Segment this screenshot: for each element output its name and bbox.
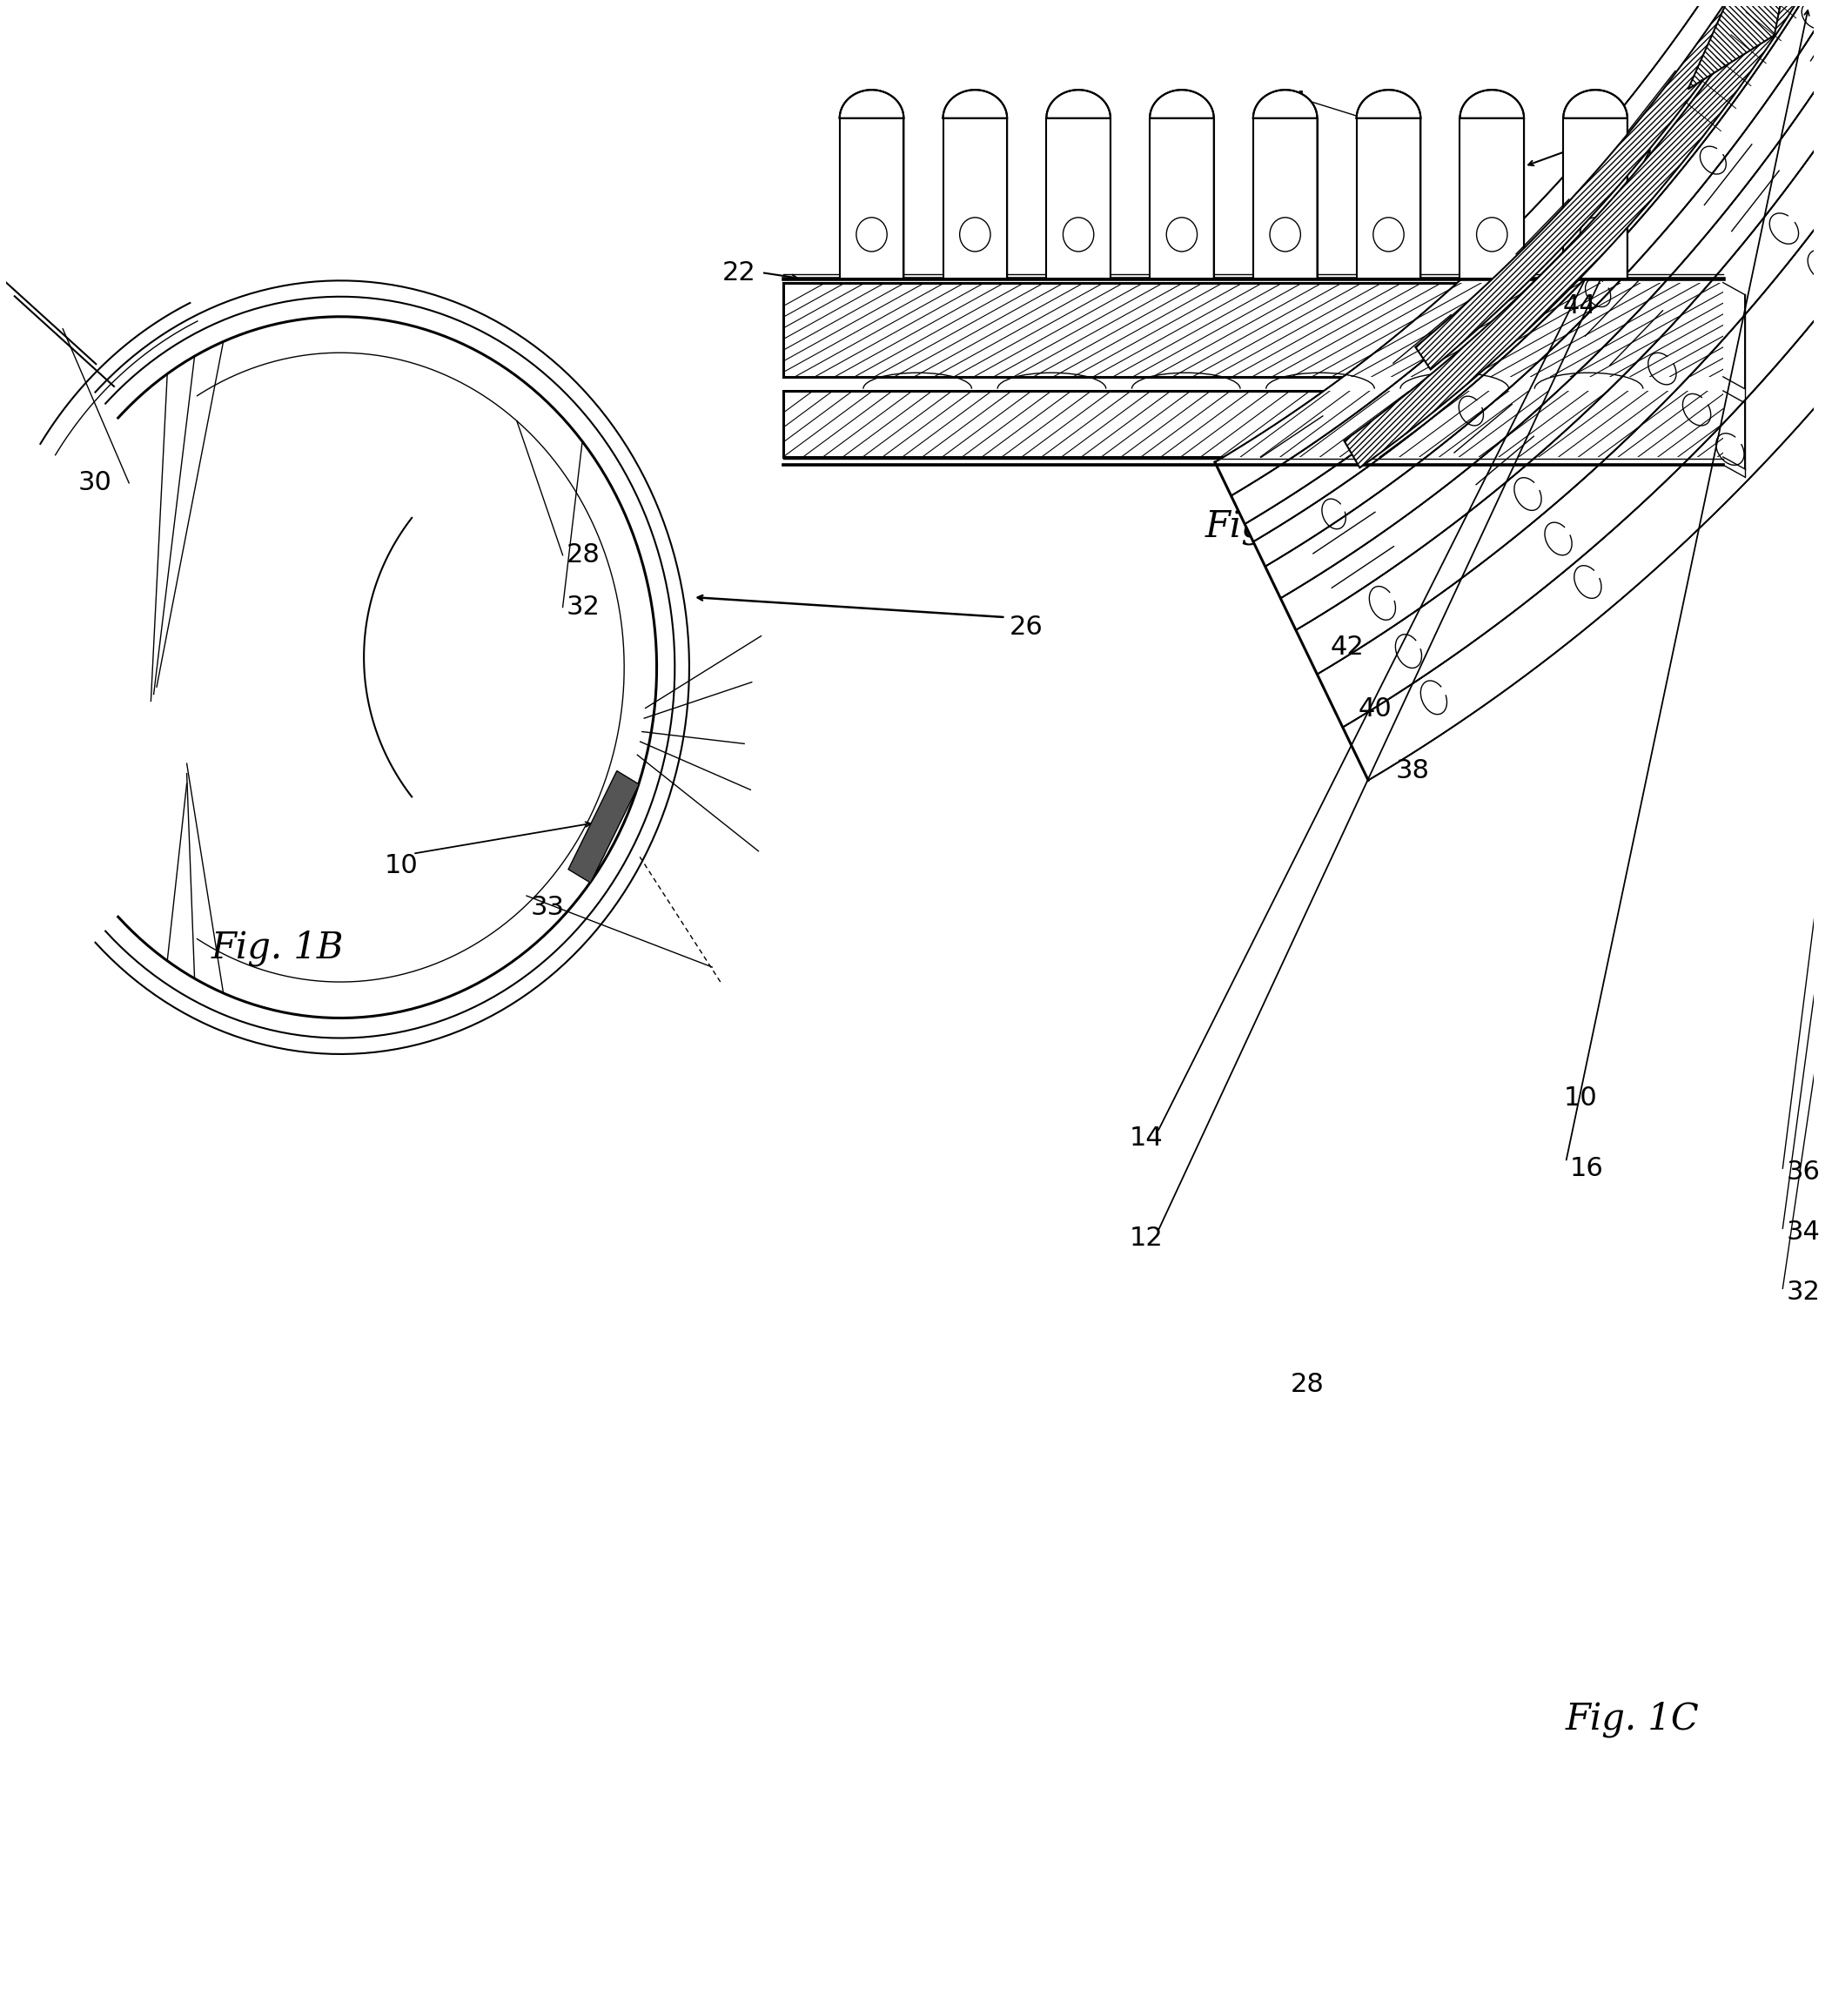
Polygon shape [839, 91, 903, 278]
Ellipse shape [1477, 218, 1508, 252]
Polygon shape [1356, 91, 1420, 278]
Polygon shape [1295, 0, 1832, 673]
Text: 20: 20 [1746, 395, 1781, 419]
Polygon shape [1150, 91, 1215, 278]
Text: 14: 14 [1737, 153, 1772, 179]
Text: 42: 42 [1330, 635, 1365, 659]
Text: 10: 10 [385, 853, 418, 879]
Text: 12: 12 [1129, 1226, 1163, 1252]
Ellipse shape [1579, 218, 1610, 252]
Polygon shape [1317, 0, 1832, 728]
Text: Fig. 1B: Fig. 1B [211, 929, 344, 966]
Bar [784, 282, 1724, 377]
Polygon shape [1231, 0, 1832, 524]
Bar [784, 391, 1724, 458]
Polygon shape [1345, 0, 1832, 468]
Polygon shape [568, 770, 639, 883]
Text: 28: 28 [1290, 1373, 1325, 1397]
Text: 44: 44 [1563, 292, 1596, 319]
Text: 24: 24 [1273, 89, 1308, 115]
Text: 28: 28 [566, 542, 601, 569]
Text: 10: 10 [1565, 1085, 1598, 1111]
Text: 32: 32 [1786, 1280, 1821, 1304]
Polygon shape [1046, 91, 1110, 278]
Text: 16: 16 [1706, 444, 1739, 470]
Ellipse shape [1270, 218, 1301, 252]
Text: Fig. 1A: Fig. 1A [1205, 508, 1337, 546]
Polygon shape [1343, 0, 1832, 780]
Polygon shape [1460, 91, 1524, 278]
Text: 10: 10 [1706, 79, 1739, 105]
Text: 34: 34 [1786, 1220, 1821, 1246]
Polygon shape [943, 91, 1008, 278]
Polygon shape [1215, 0, 1832, 496]
Ellipse shape [1167, 218, 1196, 252]
Polygon shape [1244, 0, 1832, 542]
Text: 32: 32 [566, 595, 601, 619]
Text: 12: 12 [1746, 284, 1781, 308]
Text: 14: 14 [1129, 1125, 1163, 1151]
Bar [784, 391, 1724, 458]
Text: 22: 22 [722, 260, 757, 284]
Text: 16: 16 [1570, 1155, 1603, 1181]
Ellipse shape [960, 218, 991, 252]
Polygon shape [1266, 0, 1832, 599]
Polygon shape [1563, 91, 1627, 278]
Polygon shape [1416, 0, 1832, 369]
Polygon shape [1281, 0, 1832, 631]
Text: 33: 33 [529, 895, 564, 921]
Ellipse shape [1063, 218, 1094, 252]
Ellipse shape [856, 218, 887, 252]
Text: 18: 18 [1737, 218, 1772, 244]
Polygon shape [1253, 91, 1317, 278]
Text: 40: 40 [1359, 698, 1392, 722]
Text: 36: 36 [1786, 1159, 1821, 1185]
Polygon shape [1687, 0, 1795, 89]
Text: 26: 26 [1009, 615, 1042, 639]
Text: Fig. 1C: Fig. 1C [1566, 1702, 1700, 1738]
Ellipse shape [1374, 218, 1403, 252]
Text: 38: 38 [1396, 758, 1429, 784]
Polygon shape [1253, 0, 1832, 566]
Bar [784, 282, 1724, 377]
Text: 30: 30 [79, 470, 112, 496]
